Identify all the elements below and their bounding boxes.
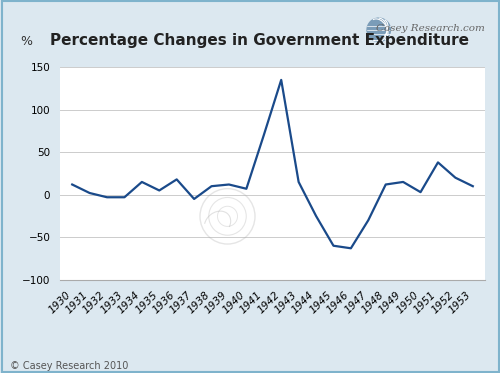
Text: Percentage Changes in Government Expenditure: Percentage Changes in Government Expendi… [50, 34, 469, 48]
Text: %: % [20, 35, 32, 48]
Circle shape [367, 18, 390, 41]
Text: © Casey Research 2010: © Casey Research 2010 [10, 361, 128, 371]
Text: Casey Research.com: Casey Research.com [376, 24, 485, 33]
